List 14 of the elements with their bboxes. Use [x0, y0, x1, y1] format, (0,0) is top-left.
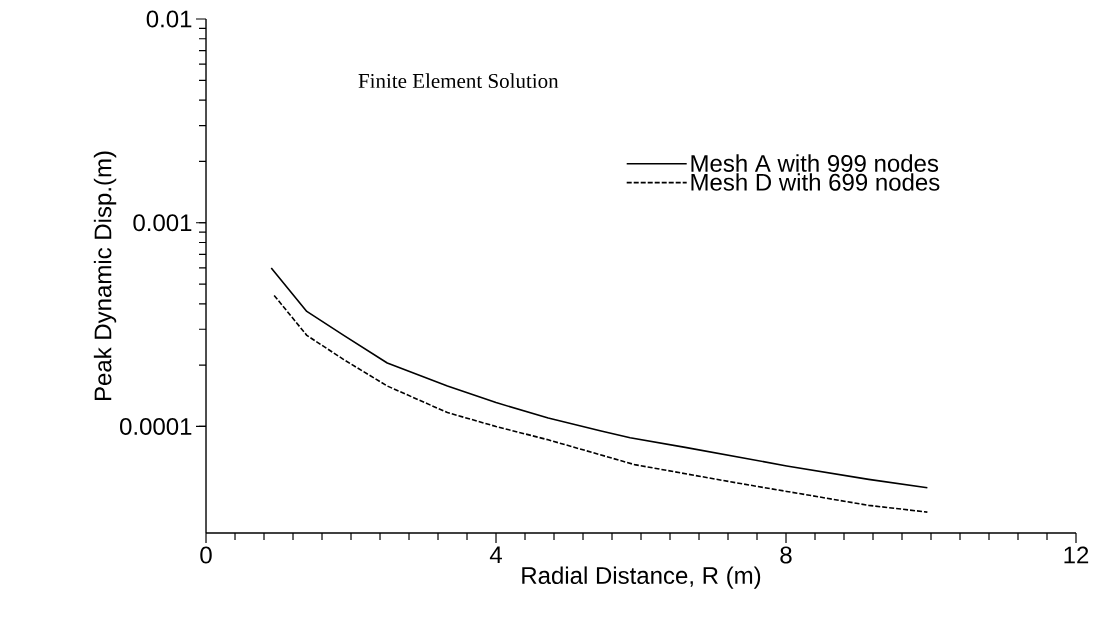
line-series — [273, 294, 929, 513]
y-axis-title: Peak Dynamic Disp.(m) — [93, 151, 117, 401]
legend-label: Mesh D with 699 nodes — [691, 173, 940, 191]
x-axis-title: Radial Distance, R (m) — [522, 566, 761, 589]
text: Finite Element Solution — [358, 73, 559, 89]
y-tick-label: 0.0001 — [120, 417, 192, 435]
x-tick-label: 8 — [780, 546, 792, 564]
y-tick-label: 0.01 — [146, 10, 192, 28]
x-tick-label: 12 — [1064, 546, 1089, 564]
x-tick-label: 4 — [489, 546, 502, 564]
legend-label: Mesh A with 999 nodes — [691, 154, 939, 172]
line-series — [270, 267, 929, 489]
x-tick-label: 0 — [200, 546, 212, 564]
y-tick-label: 0.001 — [133, 214, 192, 232]
